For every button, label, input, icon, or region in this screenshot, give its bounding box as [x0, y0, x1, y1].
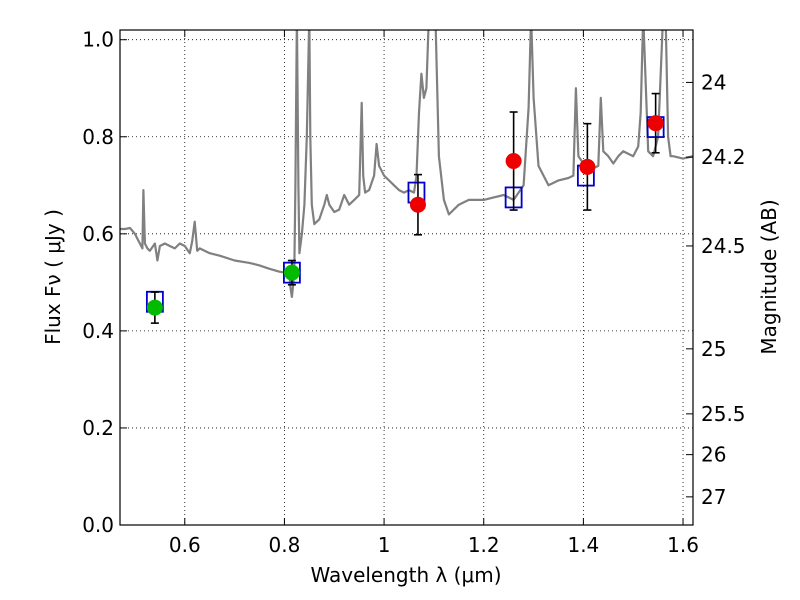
axis-ticks: 0.6 0.8 1 1.2 1.4 1.6 0.0 0.2 0.4 0.6 0.8 1.0 24 24.2…	[82, 28, 745, 557]
right-tick-label: 27	[701, 485, 726, 509]
right-tick-label: 24.2	[701, 145, 746, 169]
y-tick-label: 0.0	[82, 513, 114, 537]
observed-data-point	[579, 158, 596, 175]
x-tick-label: 1.4	[567, 533, 599, 557]
plot-frame	[119, 29, 694, 526]
gridlines	[120, 30, 693, 526]
y-tick-label: 1.0	[82, 28, 114, 52]
right-tick-label: 25.5	[701, 402, 746, 426]
right-tick-label: 24.5	[701, 234, 746, 258]
observed-data-point	[647, 115, 664, 132]
y-tick-label: 0.6	[82, 222, 114, 246]
right-axis-title: Magnitude (AB)	[757, 199, 781, 354]
observed-data-point	[409, 196, 426, 213]
observed-data-point	[146, 299, 163, 316]
y-tick-label: 0.4	[82, 319, 114, 343]
right-tick-label: 26	[701, 443, 726, 467]
observed-data-point	[505, 153, 522, 170]
right-tick-label: 25	[701, 337, 726, 361]
right-tick-label: 24	[701, 70, 726, 94]
x-tick-label: 1	[378, 533, 391, 557]
x-tick-label: 1.2	[468, 533, 500, 557]
y-axis-title: Flux Fν ( μJy )	[41, 209, 65, 345]
plot-area	[120, 30, 693, 324]
x-tick-label: 0.6	[169, 533, 201, 557]
x-tick-label: 1.6	[667, 533, 699, 557]
observed-data-point	[283, 264, 300, 281]
x-axis-title: Wavelength λ (μm)	[310, 563, 501, 587]
y-tick-label: 0.2	[82, 416, 114, 440]
y-tick-label: 0.8	[82, 125, 114, 149]
x-tick-label: 0.8	[269, 533, 301, 557]
